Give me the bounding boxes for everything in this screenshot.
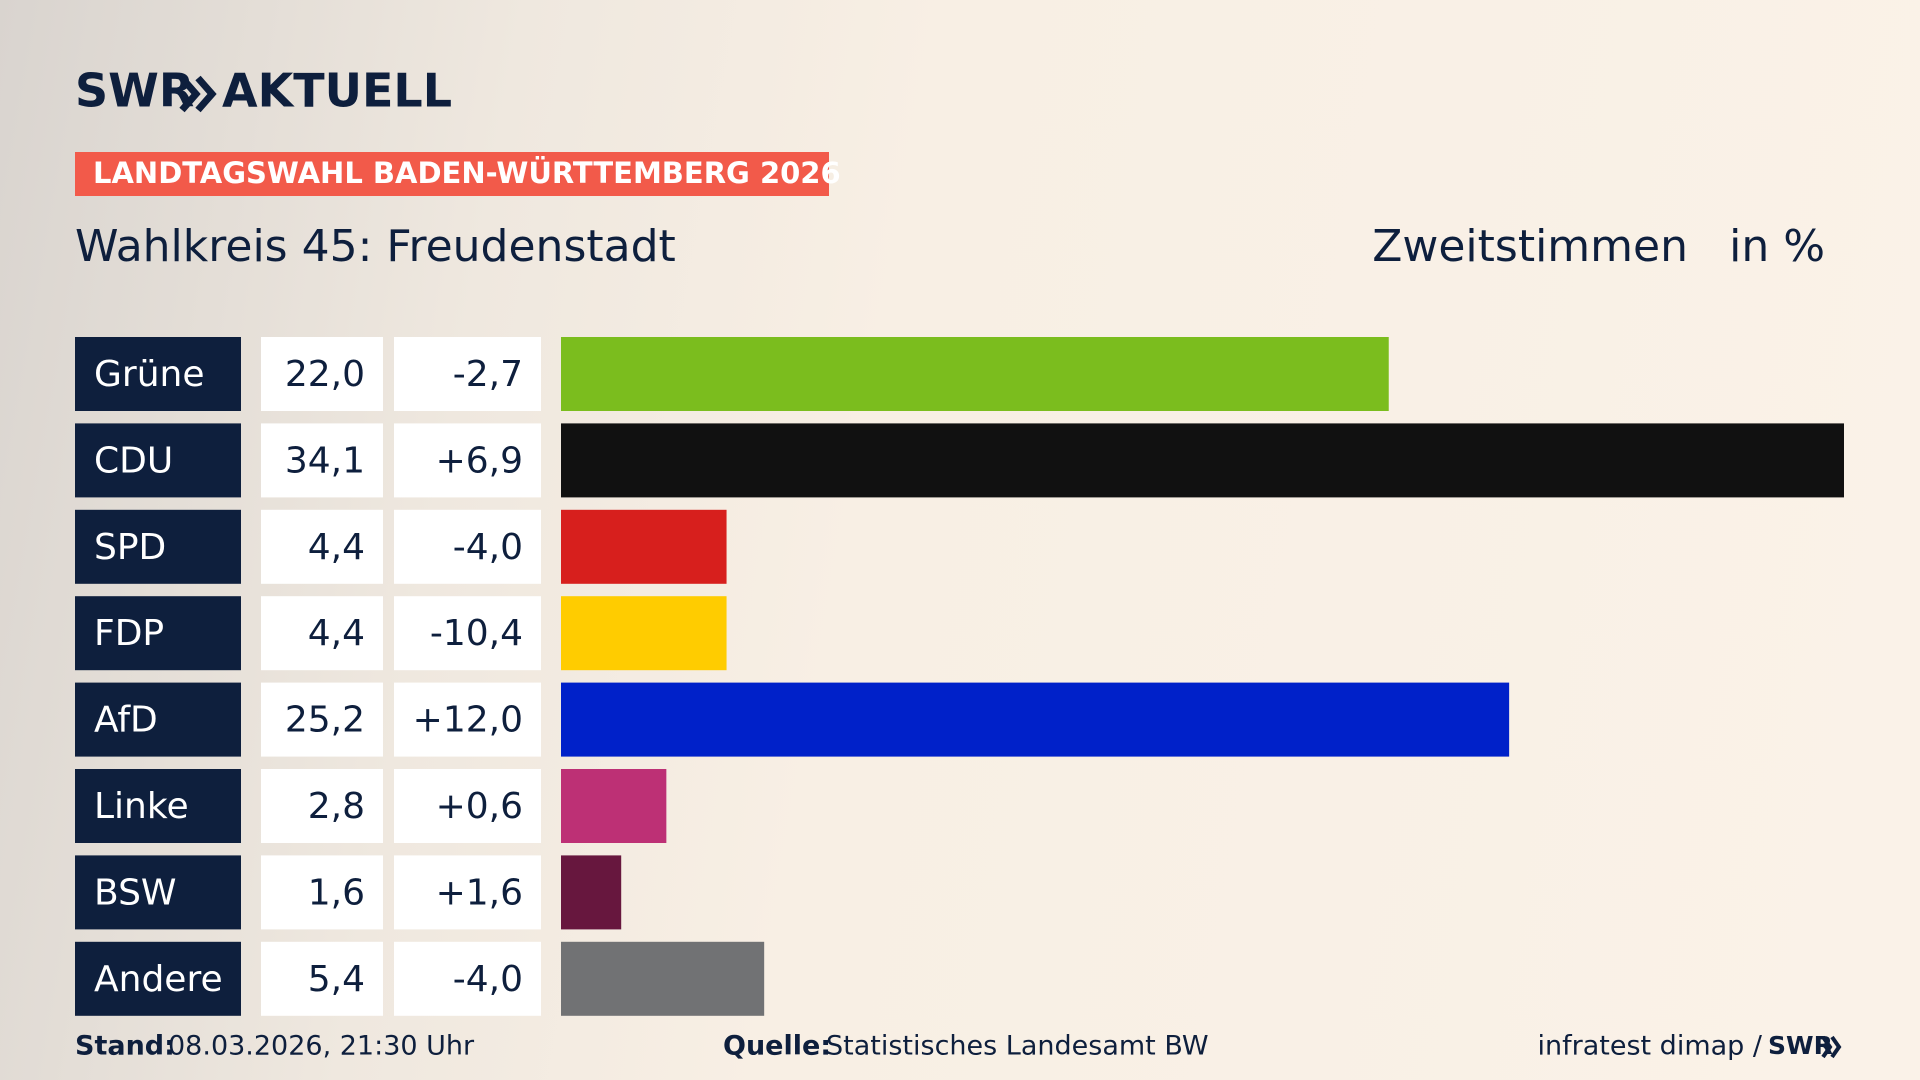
value-box: [261, 941, 383, 1016]
party-box: [75, 509, 241, 584]
source: Statistisches Landesamt BW: [826, 1031, 1209, 1062]
party-label: AfD: [94, 700, 158, 741]
change-box: [394, 855, 541, 930]
party-label: FDP: [94, 613, 164, 654]
change-label: -4,0: [453, 527, 523, 568]
change-label: -4,0: [453, 959, 523, 1000]
party-box: [75, 682, 241, 757]
change-box: [394, 682, 541, 757]
change-box: [394, 596, 541, 671]
change-label: +0,6: [436, 786, 523, 827]
unit: in %: [1729, 221, 1825, 272]
change-box: [394, 423, 541, 498]
change-label: -2,7: [453, 354, 523, 395]
change-label: +12,0: [413, 700, 523, 741]
banner: LANDTAGSWAHL BADEN-WÜRTTEMBERG 2026: [93, 156, 841, 190]
change-box: [394, 769, 541, 843]
logo-name: AKTUELL: [222, 64, 452, 118]
value-label: 2,8: [308, 786, 365, 827]
party-box: [75, 423, 241, 498]
party-box: [75, 941, 241, 1016]
party-label: Grüne: [94, 354, 204, 395]
party-label: SPD: [94, 527, 166, 568]
change-box: [394, 509, 541, 584]
value-label: 25,2: [285, 700, 365, 741]
value-box: [261, 855, 383, 930]
change-box: [394, 941, 541, 1016]
chart-title: Wahlkreis 45: Freudenstadt: [75, 221, 676, 272]
party-box: [75, 855, 241, 930]
banner-bg: [75, 152, 829, 196]
change-label: +1,6: [436, 872, 523, 913]
value-box: [261, 682, 383, 757]
bar: [561, 769, 667, 843]
bar: [561, 596, 727, 671]
change-box: [394, 337, 541, 411]
value-label: 5,4: [308, 959, 365, 1000]
value-box: [261, 337, 383, 411]
value-label: 34,1: [285, 440, 365, 481]
credit-chevrons: [1821, 1035, 1842, 1059]
value-box: [261, 596, 383, 671]
logo-chevrons: [179, 75, 217, 113]
bar: [561, 941, 765, 1016]
bar: [561, 423, 1844, 498]
value-label: 4,4: [308, 527, 365, 568]
stand-label: Stand:: [75, 1031, 175, 1062]
party-label: Andere: [94, 959, 223, 1000]
party-box: [75, 769, 241, 843]
bar: [561, 337, 1389, 411]
bar: [561, 509, 727, 584]
source-label: Quelle:: [723, 1031, 831, 1062]
measure: Zweitstimmen: [1372, 221, 1688, 272]
value-box: [261, 769, 383, 843]
stand: 08.03.2026, 21:30 Uhr: [168, 1031, 475, 1062]
bar: [561, 682, 1510, 757]
value-label: 1,6: [308, 872, 365, 913]
party-box: [75, 596, 241, 671]
party-box: [75, 337, 241, 411]
change-label: +6,9: [436, 440, 523, 481]
bar: [561, 855, 622, 930]
party-label: Linke: [94, 786, 189, 827]
value-label: 22,0: [285, 354, 365, 395]
party-label: CDU: [94, 440, 173, 481]
change-label: -10,4: [430, 613, 523, 654]
credit: infratest dimap /: [1537, 1031, 1762, 1062]
value-box: [261, 423, 383, 498]
party-label: BSW: [94, 872, 177, 913]
value-box: [261, 509, 383, 584]
value-label: 4,4: [308, 613, 365, 654]
logo-brand: SWR: [75, 64, 194, 118]
